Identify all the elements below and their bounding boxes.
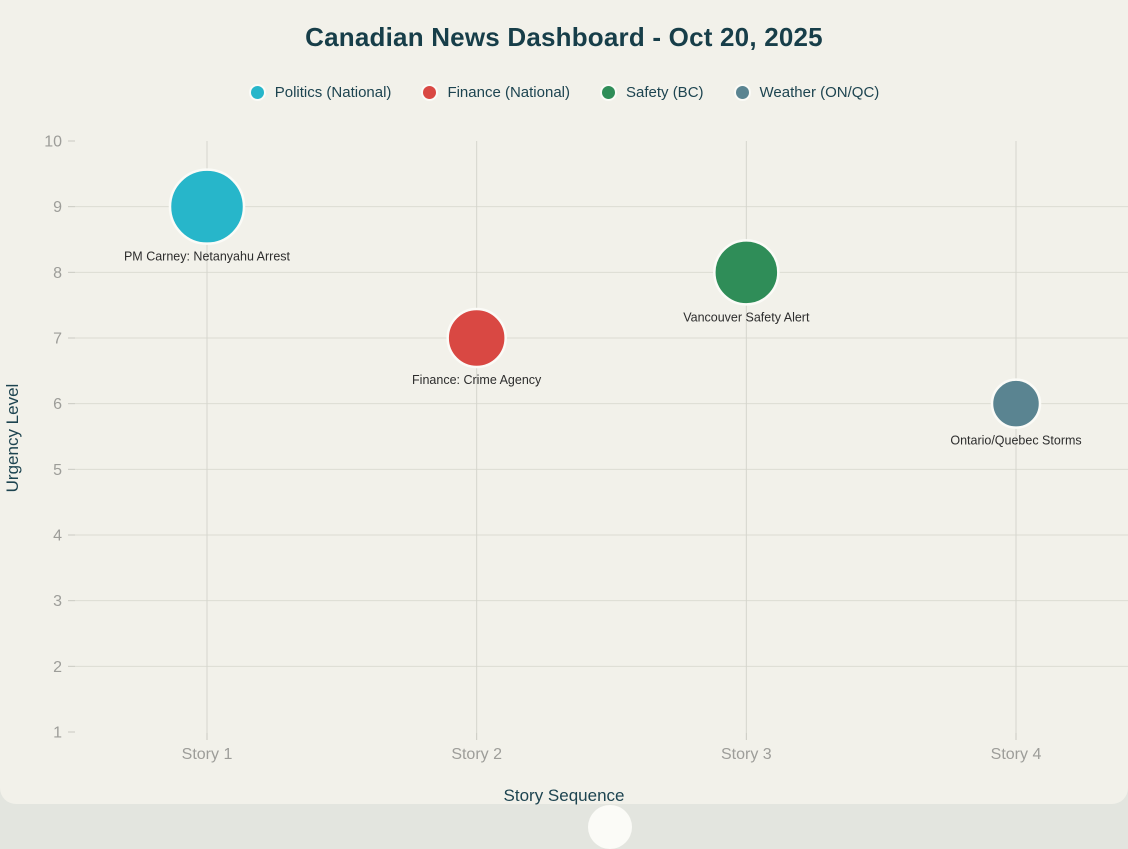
y-tick-label: 3	[53, 593, 62, 610]
bubble-label: Finance: Crime Agency	[412, 373, 542, 387]
bubble-3[interactable]	[713, 239, 780, 306]
x-tick-label: Story 2	[451, 746, 502, 763]
x-tick-label: Story 1	[182, 746, 233, 763]
x-tick-label: Story 3	[721, 746, 772, 763]
y-tick-label: 7	[53, 331, 62, 348]
bottom-notch	[588, 805, 632, 849]
bubble-label: PM Carney: Netanyahu Arrest	[124, 250, 291, 264]
legend-label: Weather (ON/QC)	[759, 84, 880, 101]
bubble-label: Vancouver Safety Alert	[683, 310, 810, 324]
y-tick-label: 5	[53, 462, 62, 479]
legend-swatch-icon	[733, 84, 751, 101]
legend-swatch-icon	[600, 84, 617, 101]
y-tick-label: 6	[53, 396, 62, 413]
y-tick-label: 8	[53, 265, 62, 282]
chart-card: Canadian News Dashboard - Oct 20, 2025 P…	[0, 0, 1128, 805]
y-tick-label: 9	[53, 199, 62, 216]
bubble-4[interactable]	[990, 378, 1042, 429]
legend-item-2[interactable]: Finance (National)	[421, 84, 570, 101]
legend-item-4[interactable]: Weather (ON/QC)	[733, 84, 880, 101]
legend-label: Politics (National)	[274, 84, 392, 101]
bubble-1[interactable]	[168, 168, 246, 245]
x-axis-title: Story Sequence	[503, 786, 625, 805]
legend-label: Finance (National)	[447, 84, 570, 101]
y-tick-label: 10	[44, 134, 62, 151]
plot-area: 1 2 3 4 5 6 7 8 9 10 Story 1 Story 2 Story 3 Story 4 P…	[44, 134, 1128, 763]
legend: Politics (National) Finance (National) Saf…	[0, 84, 1128, 101]
y-tick-label: 2	[53, 659, 62, 676]
y-tick-label: 4	[53, 528, 62, 545]
legend-label: Safety (BC)	[626, 84, 704, 101]
bubble-label: Ontario/Quebec Storms	[950, 434, 1081, 448]
legend-swatch-icon	[248, 84, 266, 101]
chart-title: Canadian News Dashboard - Oct 20, 2025	[305, 22, 823, 52]
y-axis-title: Urgency Level	[3, 383, 22, 493]
y-tick-label: 1	[53, 725, 62, 742]
bubble-2[interactable]	[446, 307, 507, 369]
legend-item-3[interactable]: Safety (BC)	[600, 84, 704, 101]
legend-swatch-icon	[421, 84, 439, 101]
x-tick-label: Story 4	[991, 746, 1042, 763]
legend-item-1[interactable]: Politics (National)	[248, 84, 392, 101]
